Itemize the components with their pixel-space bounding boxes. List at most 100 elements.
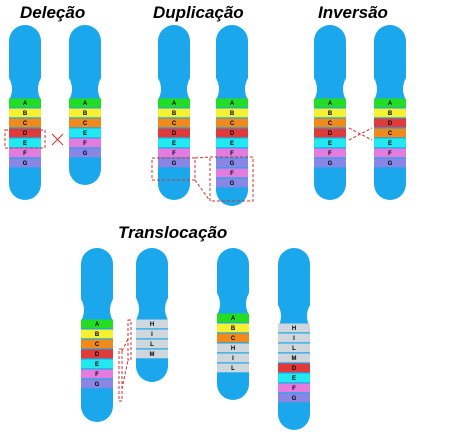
- band-label-F: F: [230, 171, 234, 177]
- band-label-E: E: [172, 141, 176, 147]
- band-H: [278, 323, 310, 333]
- annotation-marks: [4, 127, 373, 402]
- band-label-E: E: [23, 141, 27, 147]
- band-C: [314, 118, 346, 128]
- band-B: [69, 108, 101, 118]
- inversion-cross-line-2: [348, 127, 373, 141]
- band-label-F: F: [388, 151, 392, 157]
- band-label-D: D: [95, 352, 100, 358]
- band-label-E: E: [95, 362, 99, 368]
- band-G: [374, 158, 406, 168]
- band-label-G: G: [83, 151, 88, 157]
- band-label-D: D: [388, 121, 393, 127]
- band-label-C: C: [23, 121, 28, 127]
- band-label-G: G: [230, 161, 235, 167]
- deletion-cross-line-2: [51, 133, 64, 146]
- chromosome-body: [136, 248, 168, 382]
- band-label-G: G: [328, 161, 333, 167]
- band-label-B: B: [388, 111, 393, 117]
- band-label-B: B: [23, 111, 28, 117]
- translocation-connector-2: [121, 359, 129, 390]
- band-B: [217, 323, 249, 333]
- band-label-H: H: [231, 346, 235, 352]
- band-D: [9, 128, 41, 138]
- band-I: [217, 353, 249, 363]
- band-label-D: D: [172, 131, 177, 137]
- band-C: [9, 118, 41, 128]
- band-label-I: I: [151, 332, 153, 338]
- band-F: [9, 148, 41, 158]
- band-label-B: B: [172, 111, 177, 117]
- band-G: [314, 158, 346, 168]
- band-E: [81, 359, 113, 369]
- band-label-L: L: [150, 342, 154, 348]
- title-duplicacao: Duplicação: [153, 3, 244, 22]
- band-label-C: C: [231, 336, 236, 342]
- band-L: [217, 363, 249, 373]
- band-H: [136, 319, 168, 329]
- band-label-L: L: [292, 346, 296, 352]
- band-A: [9, 98, 41, 108]
- band-C: [158, 118, 190, 128]
- band-G: [216, 158, 248, 168]
- band-D: [314, 128, 346, 138]
- duplication-copy-box: [209, 156, 254, 202]
- band-label-F: F: [23, 151, 27, 157]
- band-A: [314, 98, 346, 108]
- band-G: [81, 379, 113, 389]
- band-A: [69, 98, 101, 108]
- band-E: [69, 128, 101, 138]
- band-label-G: G: [172, 161, 177, 167]
- band-D: [278, 363, 310, 373]
- band-label-E: E: [328, 141, 332, 147]
- band-label-C: C: [172, 121, 177, 127]
- band-label-G: G: [23, 161, 28, 167]
- band-label-C: C: [95, 342, 100, 348]
- band-G: [9, 158, 41, 168]
- band-label-E: E: [230, 141, 234, 147]
- band-C: [217, 333, 249, 343]
- band-M: [136, 349, 168, 359]
- band-F: [216, 148, 248, 158]
- band-label-C: C: [388, 131, 393, 137]
- band-F: [314, 148, 346, 158]
- translocation-bracket-1: [118, 348, 123, 402]
- band-F: [69, 138, 101, 148]
- band-C: [216, 118, 248, 128]
- band-F: [278, 383, 310, 393]
- band-label-D: D: [292, 366, 297, 372]
- band-label-F: F: [95, 372, 99, 378]
- band-D: [374, 118, 406, 128]
- band-label-F: F: [230, 151, 234, 157]
- title-inversao: Inversão: [318, 3, 388, 22]
- band-B: [314, 108, 346, 118]
- band-label-G: G: [388, 161, 393, 167]
- band-label-G: G: [230, 181, 235, 187]
- title-translocacao: Translocação: [118, 223, 227, 242]
- band-label-G: G: [95, 382, 100, 388]
- band-C: [374, 128, 406, 138]
- band-A: [81, 319, 113, 329]
- band-M: [278, 353, 310, 363]
- band-label-A: A: [230, 101, 235, 107]
- chromosomes: ABCDEFGABCEFGABCDEFGABCDEFGFGABCDEFGABDC…: [9, 25, 406, 430]
- band-label-B: B: [328, 111, 333, 117]
- band-D: [216, 128, 248, 138]
- band-F: [374, 148, 406, 158]
- band-F: [81, 369, 113, 379]
- band-label-A: A: [231, 316, 236, 322]
- band-label-M: M: [150, 352, 155, 358]
- band-B: [9, 108, 41, 118]
- band-G: [158, 158, 190, 168]
- band-label-B: B: [230, 111, 235, 117]
- deletion-box: [4, 129, 46, 149]
- band-L: [278, 343, 310, 353]
- band-label-D: D: [23, 131, 28, 137]
